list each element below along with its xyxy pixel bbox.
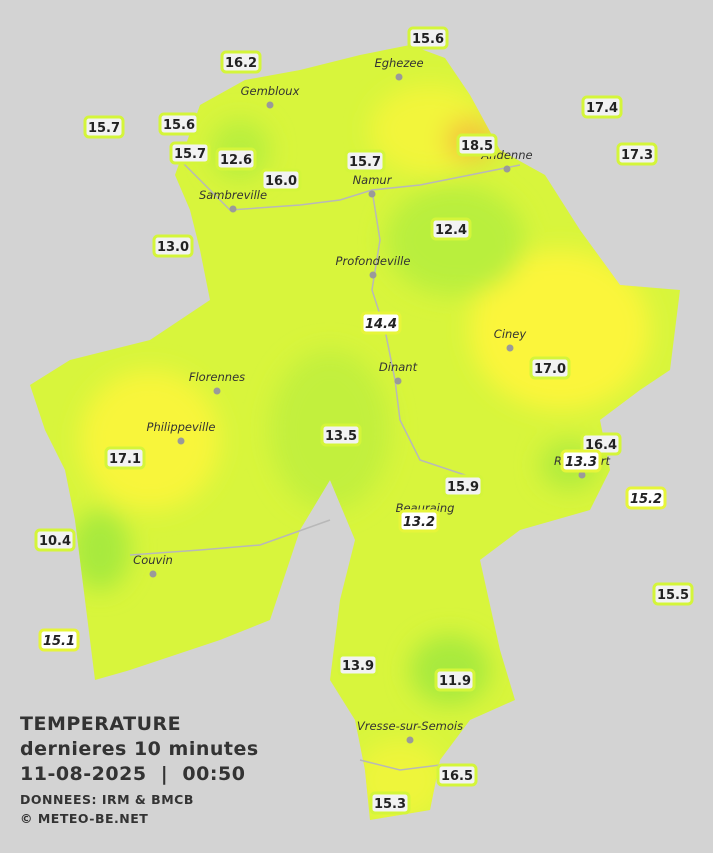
station-value: 14.4 [365, 317, 397, 332]
station-box [215, 147, 257, 171]
station-box [369, 791, 411, 815]
cities: EghezeeGemblouxAndenneNamurSambrevillePr… [133, 56, 611, 744]
city-label: Profondeville [336, 254, 411, 268]
station-box [337, 653, 379, 677]
city-dot [177, 437, 185, 445]
station-value: 15.2 [630, 492, 662, 507]
station-box [34, 528, 76, 552]
city-label: Philippeville [147, 420, 216, 434]
city-dot [395, 73, 403, 81]
station-value: 13.3 [565, 455, 597, 470]
station-value: 15.1 [43, 634, 75, 649]
station-value: 17.1 [109, 452, 141, 467]
station-value: 15.3 [374, 797, 406, 812]
station-value: 18.5 [461, 139, 493, 154]
city-label: Dinant [379, 360, 418, 374]
station-box [158, 112, 200, 136]
station-box [625, 486, 667, 510]
station-box [560, 449, 602, 473]
station-value: 13.9 [342, 659, 374, 674]
station-box [652, 582, 694, 606]
city-label: Eghezee [374, 56, 423, 70]
station-value: 17.3 [621, 148, 653, 163]
station-value: 12.6 [220, 153, 252, 168]
station-value: 17.4 [586, 101, 618, 116]
station-value: 13.2 [403, 515, 435, 530]
station-box [360, 311, 402, 335]
station-value: 15.6 [412, 32, 444, 47]
station-box [38, 628, 80, 652]
station-box [220, 50, 262, 74]
station-value: 16.2 [225, 56, 257, 71]
city-label: Ciney [494, 327, 527, 341]
station-box [434, 668, 476, 692]
station-value: 16.5 [441, 769, 473, 784]
station-box [83, 115, 125, 139]
city-label: Vresse-sur-Semois [357, 719, 463, 733]
station-value: 13.0 [157, 240, 189, 255]
station-value: 11.9 [439, 674, 471, 689]
station-box [344, 149, 386, 173]
station-box [581, 95, 623, 119]
city-dot [503, 165, 511, 173]
station-value: 15.7 [88, 121, 120, 136]
station-box [456, 133, 498, 157]
title-line: dernieres 10 minutes [20, 738, 259, 760]
station-value: 17.0 [534, 362, 566, 377]
source: DONNEES: IRM & BMCB [20, 792, 194, 807]
stations: 15.6 16.2 15.7 15.6 15.7 12.6 16.0 15.7 18.5 17.4… [34, 26, 694, 815]
city-dot [578, 471, 586, 479]
city-label: Couvin [133, 553, 173, 567]
station-box [407, 26, 449, 50]
station-value: 15.5 [657, 588, 689, 603]
station-box [398, 509, 440, 533]
station-box [616, 142, 658, 166]
city-label: Florennes [189, 370, 245, 384]
city-dot [506, 344, 514, 352]
station-box [260, 168, 302, 192]
city-dot [394, 377, 402, 385]
station-value: 12.4 [435, 223, 467, 238]
station-value: 15.7 [174, 147, 206, 162]
station-box [436, 763, 478, 787]
station-value: 15.9 [447, 480, 479, 495]
station-box [430, 217, 472, 241]
station-box [529, 356, 571, 380]
city-dot [229, 205, 237, 213]
city-dot [368, 190, 376, 198]
copyright: © METEO-BE.NET [20, 811, 148, 826]
city-dot [369, 271, 377, 279]
station-box [320, 423, 362, 447]
station-box [442, 474, 484, 498]
city-dot [149, 570, 157, 578]
station-value: 16.0 [265, 174, 297, 189]
station-value: 16.4 [585, 438, 617, 453]
title-line: TEMPERATURE [20, 713, 181, 735]
city-dot [213, 387, 221, 395]
city-dot [406, 736, 414, 744]
city-label: Gembloux [241, 84, 300, 98]
rivers [129, 159, 521, 771]
station-box [152, 234, 194, 258]
station-value: 15.7 [349, 155, 381, 170]
city-dot [266, 101, 274, 109]
city-label: Sambreville [199, 188, 267, 202]
title-line: 11-08-2025 | 00:50 [20, 763, 245, 785]
station-value: 15.6 [163, 118, 195, 133]
station-box [169, 141, 211, 165]
station-value: 10.4 [39, 534, 71, 549]
station-value: 13.5 [325, 429, 357, 444]
station-box [104, 446, 146, 470]
city-label: Namur [353, 173, 393, 187]
